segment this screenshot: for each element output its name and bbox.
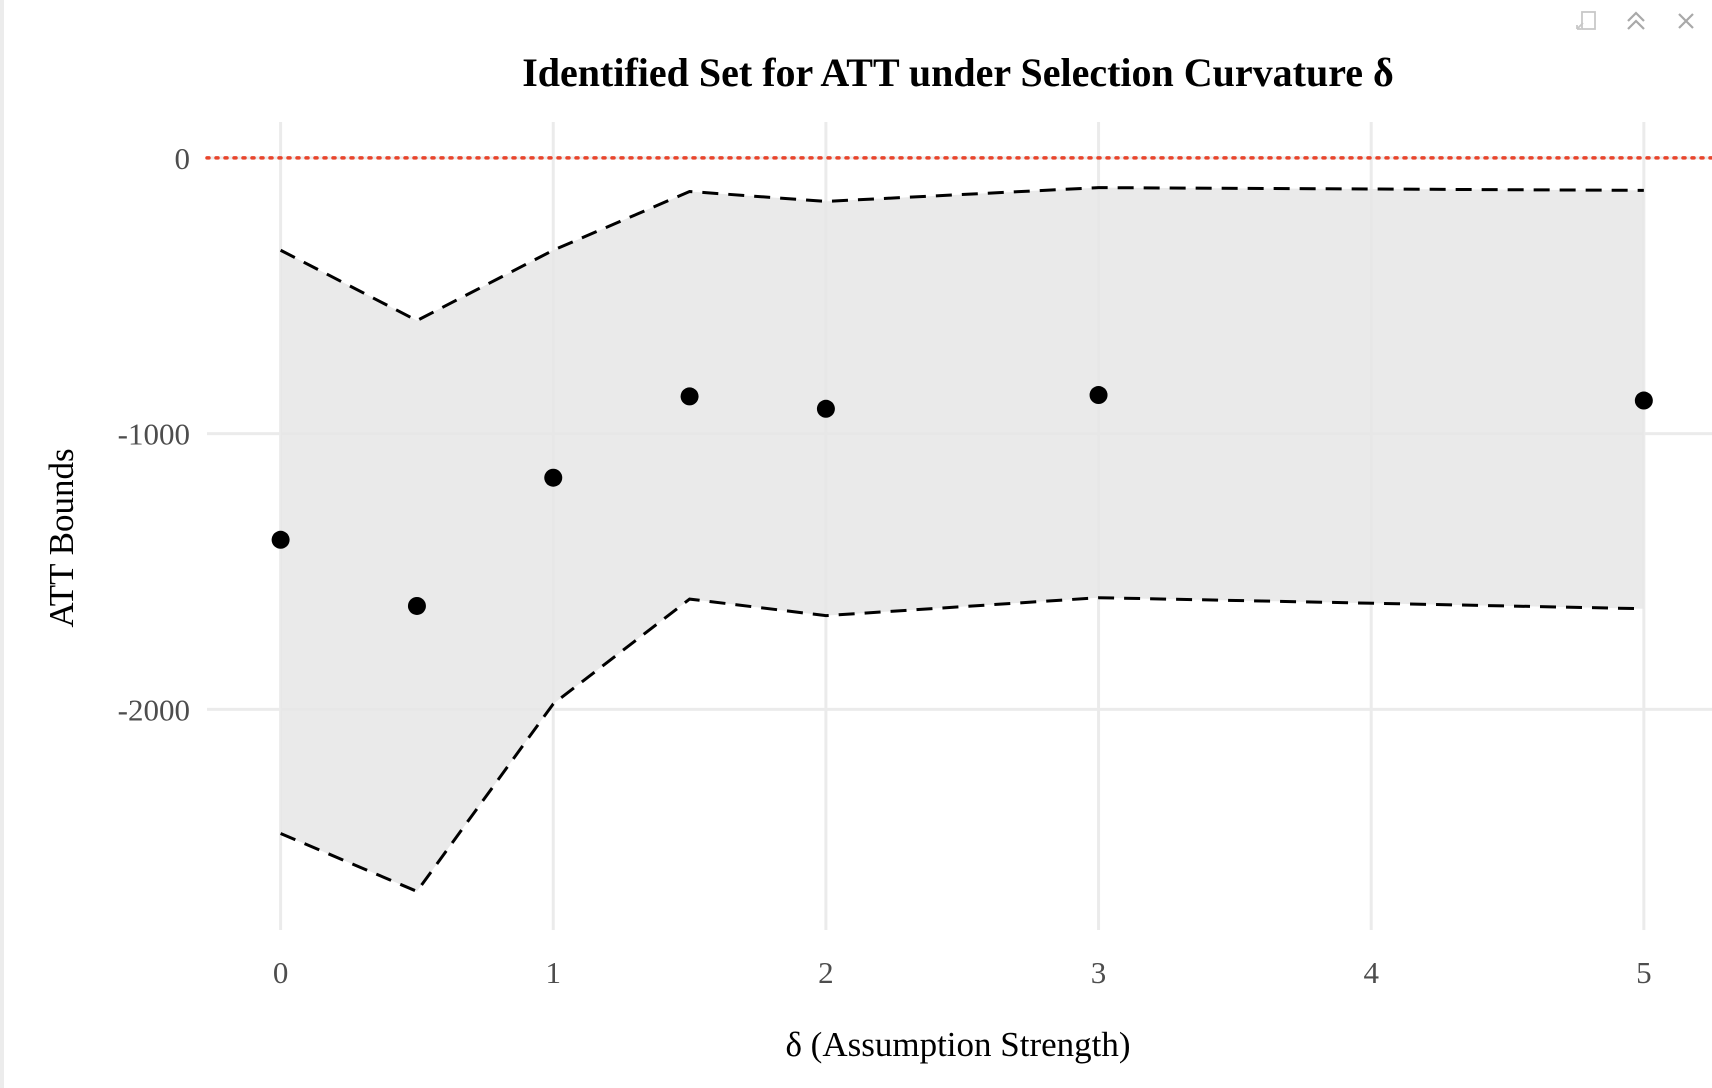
collapse-button[interactable] bbox=[1618, 6, 1654, 36]
lower-bound-line bbox=[280, 596, 1644, 894]
x-tick-label: 0 bbox=[273, 955, 289, 990]
y-tick-labels: 0 -1000 -2000 bbox=[118, 141, 190, 728]
identified-set-band bbox=[280, 187, 1644, 892]
x-tick-label: 5 bbox=[1636, 955, 1652, 990]
data-point-3 bbox=[680, 387, 699, 406]
band-area bbox=[280, 187, 1644, 892]
x-axis-label: δ (Assumption Strength) bbox=[785, 1025, 1130, 1064]
viewer-toolbar bbox=[1568, 6, 1704, 36]
data-point-5 bbox=[1089, 386, 1108, 405]
x-tick-labels: 0 1 2 3 4 5 bbox=[273, 955, 1652, 990]
data-point-2 bbox=[544, 468, 563, 487]
bounds-lines bbox=[279, 186, 1644, 894]
x-tick-label: 3 bbox=[1091, 955, 1107, 990]
collapse-icon bbox=[1627, 11, 1645, 30]
x-tick-label: 1 bbox=[546, 955, 562, 990]
y-tick-label: 0 bbox=[175, 141, 191, 176]
panel-left-edge bbox=[0, 0, 4, 1088]
data-point-6 bbox=[1634, 391, 1653, 410]
export-button[interactable] bbox=[1568, 6, 1604, 36]
point-markers bbox=[271, 386, 1653, 615]
y-tick-label: -2000 bbox=[118, 692, 190, 727]
data-point-0 bbox=[271, 530, 290, 549]
close-icon bbox=[1678, 13, 1694, 29]
close-button[interactable] bbox=[1668, 6, 1704, 36]
x-tick-label: 4 bbox=[1363, 955, 1379, 990]
upper-bound-line bbox=[279, 186, 1644, 323]
export-icon bbox=[1576, 11, 1596, 30]
data-point-1 bbox=[407, 596, 426, 615]
y-tick-label: -1000 bbox=[118, 417, 190, 452]
chart-title: Identified Set for ATT under Selection C… bbox=[522, 50, 1394, 95]
x-tick-label: 2 bbox=[818, 955, 834, 990]
data-point-4 bbox=[816, 399, 835, 418]
y-axis-label: ATT Bounds bbox=[42, 448, 81, 627]
